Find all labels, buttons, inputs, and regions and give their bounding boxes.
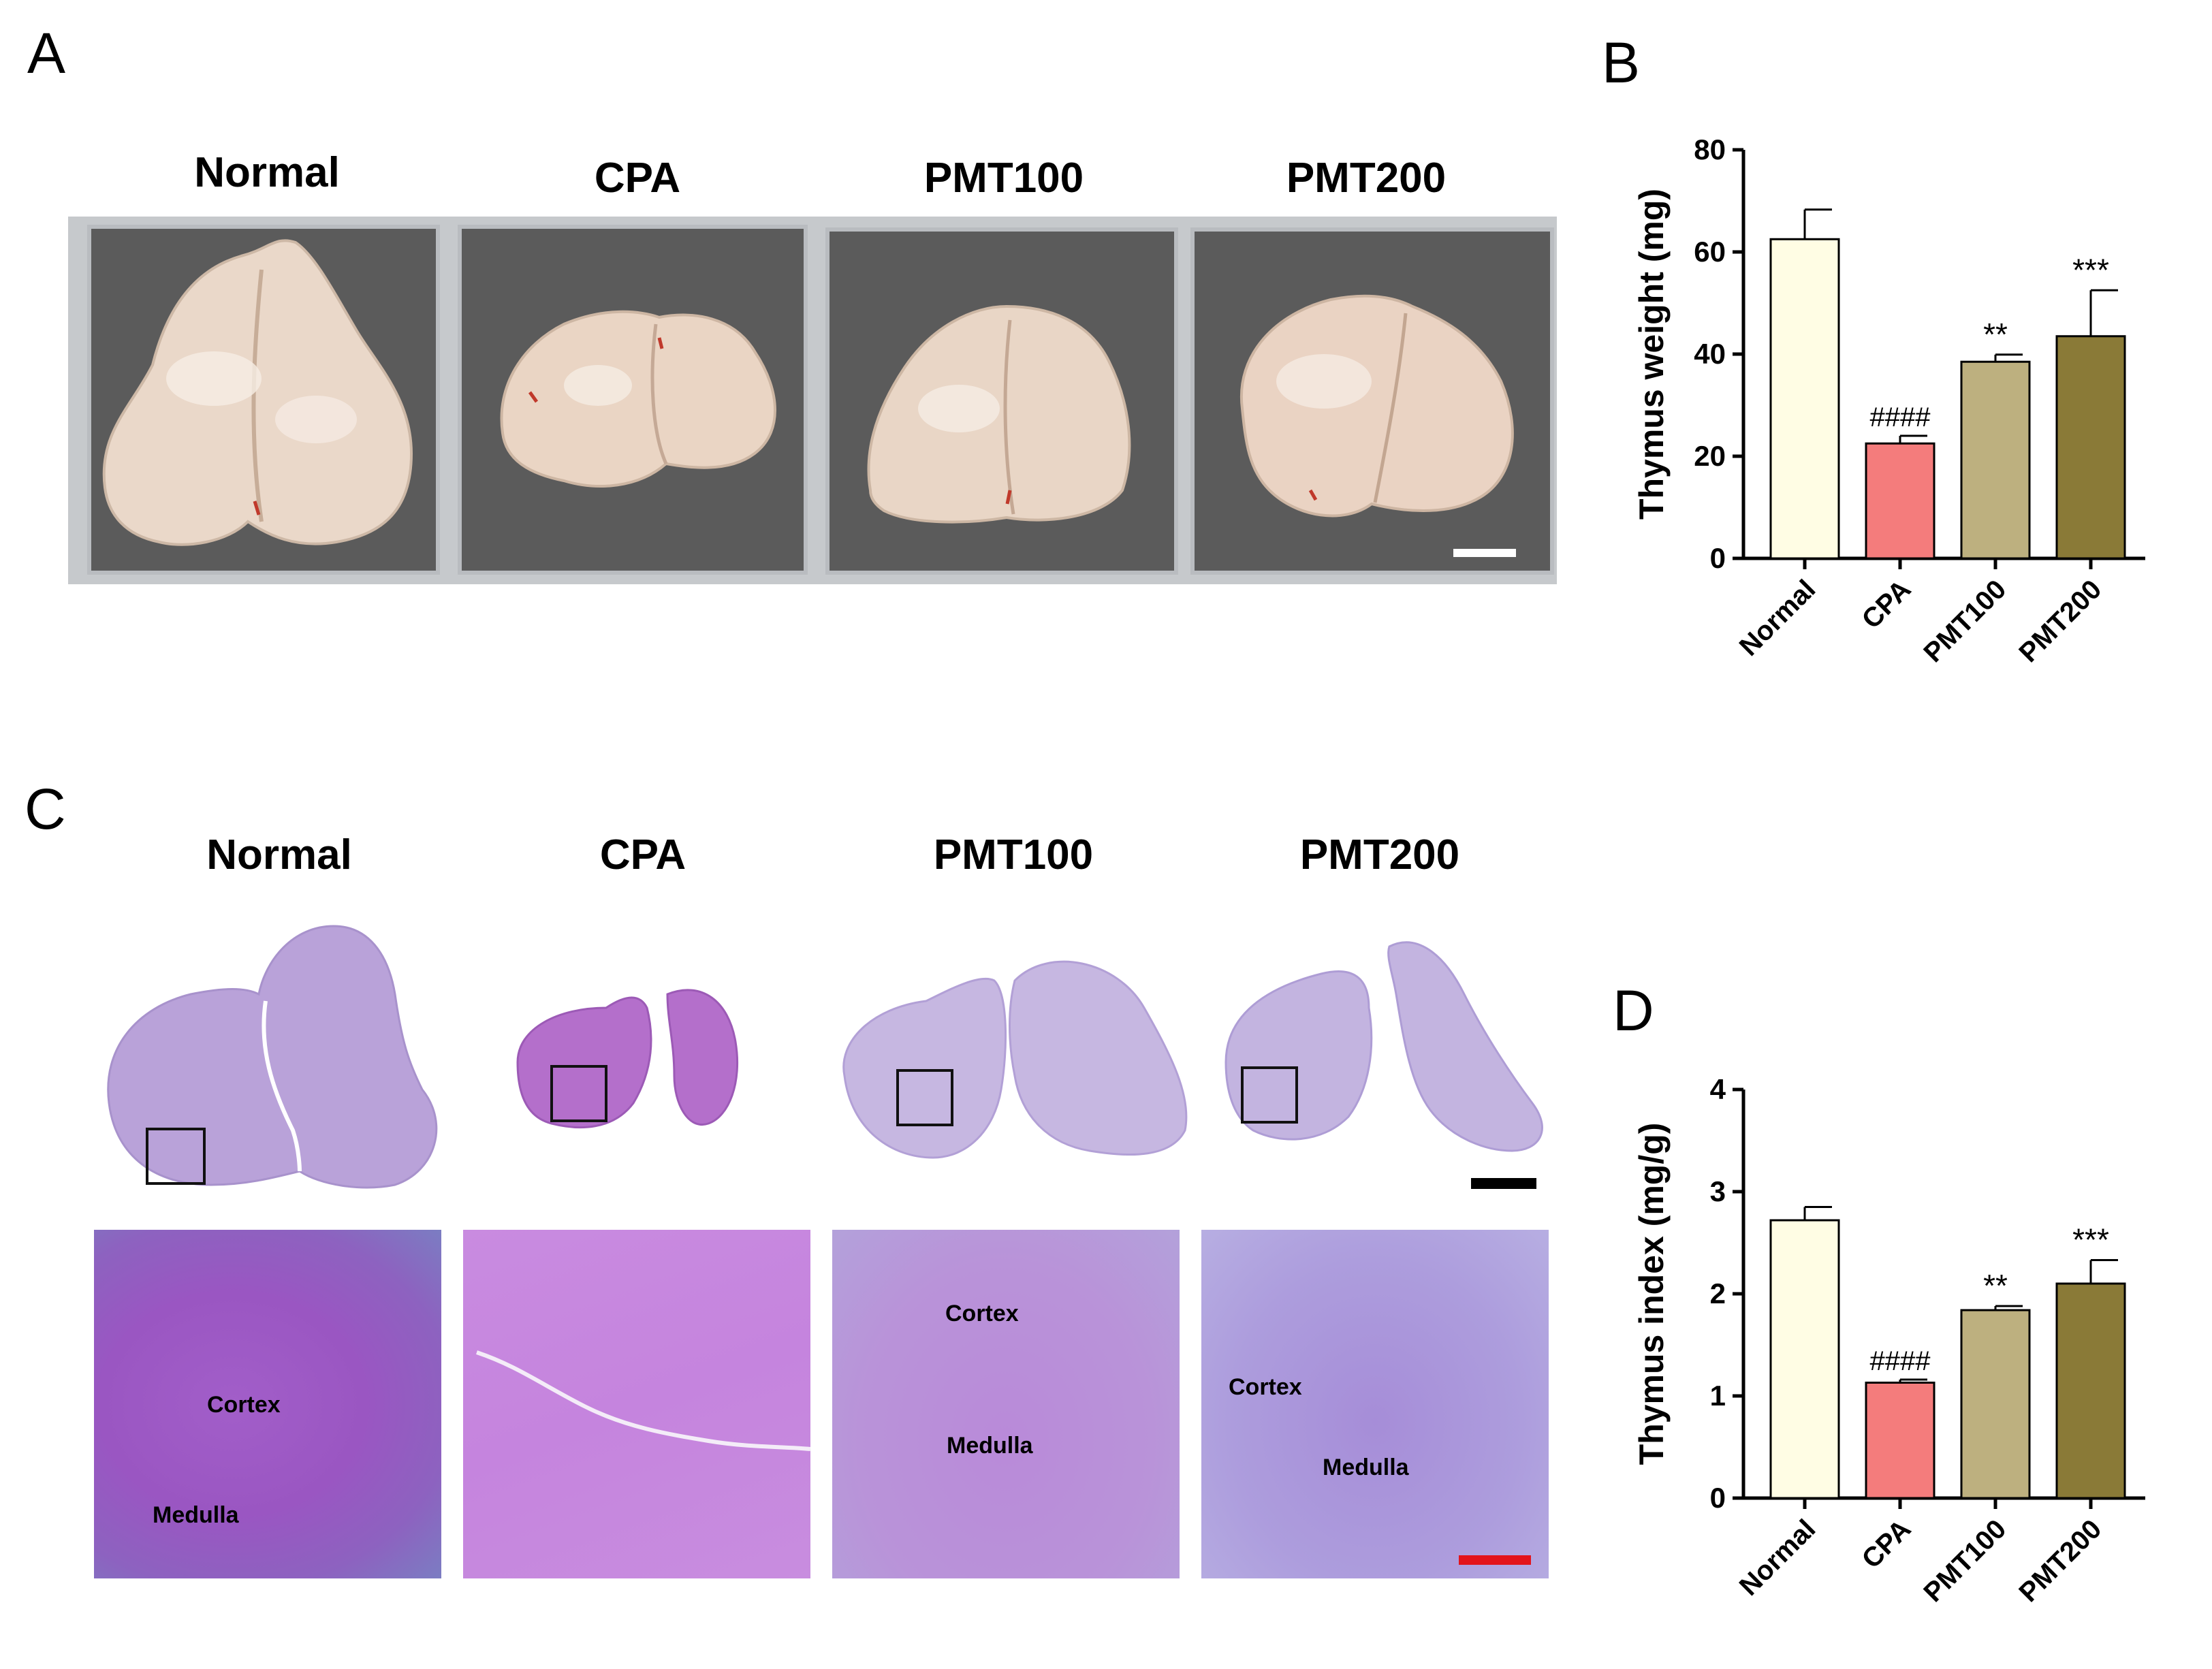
thymus-photo-cpa [458,225,808,575]
scale-bar-black [1471,1178,1536,1189]
chart-b-bar-normal [1769,238,1840,560]
zoom-pmt100-cortex-label: Cortex [945,1301,1019,1326]
panel-label-b: B [1602,31,1641,95]
chart-b-xtick-label-cpa: CPA [1856,574,1917,635]
chart-d-xtick-label-cpa: CPA [1856,1514,1917,1574]
chart-d-xtick-label-normal: Normal [1734,1514,1822,1602]
chart-b-ytick-label: 0 [1710,542,1726,574]
thymus-photo-pmt200 [1190,227,1554,575]
zoom-normal: Cortex Medulla [94,1230,441,1578]
panel-label-c: C [25,777,66,841]
chart-b-annotation-pmt100: ** [1983,317,2008,352]
histo-title-pmt200: PMT200 [1299,831,1460,878]
chart-thymus-index: 0 1 2 3 4 Thymus index (mg/g) Normal #### CPA ** P… [1632,1073,2145,1608]
chart-b-bar-cpa [1865,442,1936,560]
zoom-pmt200-cortex-label: Cortex [1229,1374,1302,1400]
chart-b-bar-pmt200 [2055,335,2126,560]
zoom-normal-medulla-label: Medulla [153,1502,239,1528]
zoom-pmt100-medulla-label: Medulla [947,1433,1033,1459]
chart-b-xtick-label-pmt200: PMT200 [2013,574,2107,668]
section-pmt200 [1224,941,1543,1152]
chart-b-ytick-label: 40 [1694,338,1726,370]
chart-d-ytick-label: 4 [1710,1073,1726,1105]
zoom-pmt200: Cortex Medulla [1201,1230,1549,1578]
zoom-normal-cortex-label: Cortex [207,1392,281,1418]
chart-b-ytick-label: 60 [1694,236,1726,268]
chart-b-ylabel: Thymus weight (mg) [1632,189,1671,520]
chart-d-annotation-pmt100: ** [1983,1268,2008,1303]
chart-d-ylabel: Thymus index (mg/g) [1632,1123,1671,1465]
chart-b-annotation-cpa: #### [1870,402,1931,432]
chart-d-bar-normal [1769,1219,1840,1499]
chart-d-bar-pmt200 [2055,1282,2126,1499]
chart-d-xtick-label-pmt100: PMT100 [1918,1514,2012,1608]
chart-d-annotation-cpa: #### [1870,1346,1931,1376]
photo-title-cpa: CPA [594,155,681,202]
chart-b-xtick-label-normal: Normal [1734,574,1822,662]
section-cpa [516,989,739,1129]
chart-thymus-weight: 0 20 40 60 80 Thymus weight (mg) Normal #### CPA… [1632,133,2145,668]
chart-b-annotation-pmt200: *** [2072,252,2109,287]
zoom-pmt100: Cortex Medulla [832,1230,1180,1578]
chart-d-ytick-label: 0 [1710,1482,1726,1514]
scale-bar-red [1459,1555,1531,1565]
panel-label-d: D [1613,979,1654,1043]
histo-title-normal: Normal [206,831,352,878]
zoom-pmt200-medulla-label: Medulla [1323,1455,1409,1480]
chart-d-ytick-label: 2 [1710,1277,1726,1309]
section-normal [107,925,438,1189]
panel-label-a: A [27,21,66,85]
chart-d-annotation-pmt200: *** [2072,1222,2109,1258]
chart-b-ytick-label: 20 [1694,440,1726,472]
chart-b-bar-pmt100 [1960,360,2031,560]
histo-title-cpa: CPA [599,831,686,878]
chart-b-xtick-label-pmt100: PMT100 [1918,574,2012,668]
zoom-cpa-tear [476,1350,810,1451]
section-pmt100 [842,960,1188,1159]
chart-b-ytick-label: 80 [1694,133,1726,165]
chart-d-bar-pmt100 [1960,1309,2031,1499]
photo-title-normal: Normal [194,149,340,196]
histo-title-pmt100: PMT100 [933,831,1094,878]
chart-d-ytick-label: 3 [1710,1175,1726,1207]
chart-d-bar-cpa [1865,1382,1936,1499]
zoom-cpa [463,1230,810,1578]
chart-d-ytick-label: 1 [1710,1380,1726,1412]
photo-title-pmt200: PMT200 [1286,155,1447,202]
chart-d-xtick-label-pmt200: PMT200 [2013,1514,2107,1608]
thymus-photo-normal [87,225,440,575]
thymus-photo-pmt100 [825,227,1178,575]
photo-title-pmt100: PMT100 [923,155,1084,202]
